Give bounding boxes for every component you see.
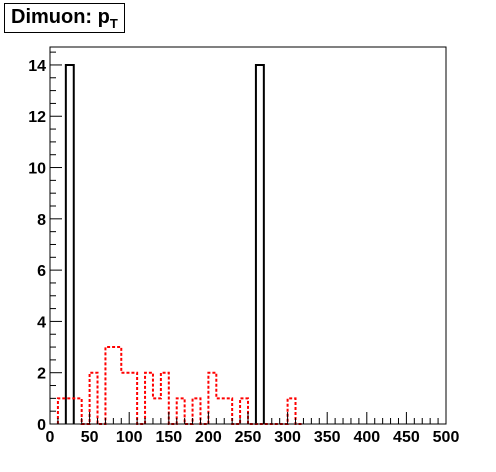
series-1-bin-20 — [216, 398, 224, 424]
series-1-bin-8 — [121, 373, 129, 424]
x-tick-label: 50 — [81, 429, 99, 446]
series-0-bin-1 — [256, 65, 264, 424]
y-tick-label: 8 — [37, 212, 46, 229]
x-tick-label: 250 — [235, 429, 262, 446]
y-tick-label: 4 — [37, 314, 46, 331]
x-tick-label: 300 — [274, 429, 301, 446]
x-tick-label: 0 — [46, 429, 55, 446]
series-1-bin-4 — [90, 373, 98, 424]
series-1-bin-13 — [161, 373, 169, 424]
series-1-bin-17 — [193, 398, 201, 424]
x-tick-label: 200 — [195, 429, 222, 446]
x-tick-label: 400 — [353, 429, 380, 446]
chart-title: Dimuon: pT — [11, 6, 118, 31]
y-tick-label: 10 — [28, 161, 46, 178]
series-0-bin-0 — [66, 65, 74, 424]
series-1-bin-2 — [74, 398, 82, 424]
series-1-bin-15 — [177, 398, 185, 424]
y-tick-label: 6 — [37, 263, 46, 280]
series-1-bin-6 — [105, 347, 113, 424]
y-tick-label: 0 — [37, 417, 46, 434]
series-1-bin-12 — [153, 398, 161, 424]
series-1-bin-0 — [58, 398, 66, 424]
series-1-bin-1 — [66, 398, 74, 424]
chart-title-text: Dimuon: p — [11, 5, 110, 28]
series-1-bin-23 — [240, 398, 248, 424]
y-tick-label: 14 — [28, 58, 46, 75]
series-0-outline — [64, 63, 265, 424]
series-1-bin-29 — [288, 398, 296, 424]
series-1-bin-21 — [224, 398, 232, 424]
x-tick-label: 350 — [314, 429, 341, 446]
series-1-bin-7 — [113, 347, 121, 424]
y-tick-label: 2 — [37, 366, 46, 383]
x-tick-label: 500 — [433, 429, 460, 446]
series-1-bin-11 — [145, 373, 153, 424]
chart-title-subscript: T — [109, 15, 118, 31]
x-tick-label: 450 — [393, 429, 420, 446]
x-tick-label: 100 — [116, 429, 143, 446]
series-1-bin-19 — [208, 373, 216, 424]
axes: 0 50 100 150 200 250 300 350 400 450 500 0 2 4 6 8 10 12 1… — [28, 51, 460, 446]
x-tick-label: 150 — [155, 429, 182, 446]
histogram-bars — [56, 63, 304, 425]
series-1-bin-9 — [129, 373, 137, 424]
chart-title-box: Dimuon: pT — [4, 3, 125, 33]
y-tick-label: 12 — [28, 109, 46, 126]
